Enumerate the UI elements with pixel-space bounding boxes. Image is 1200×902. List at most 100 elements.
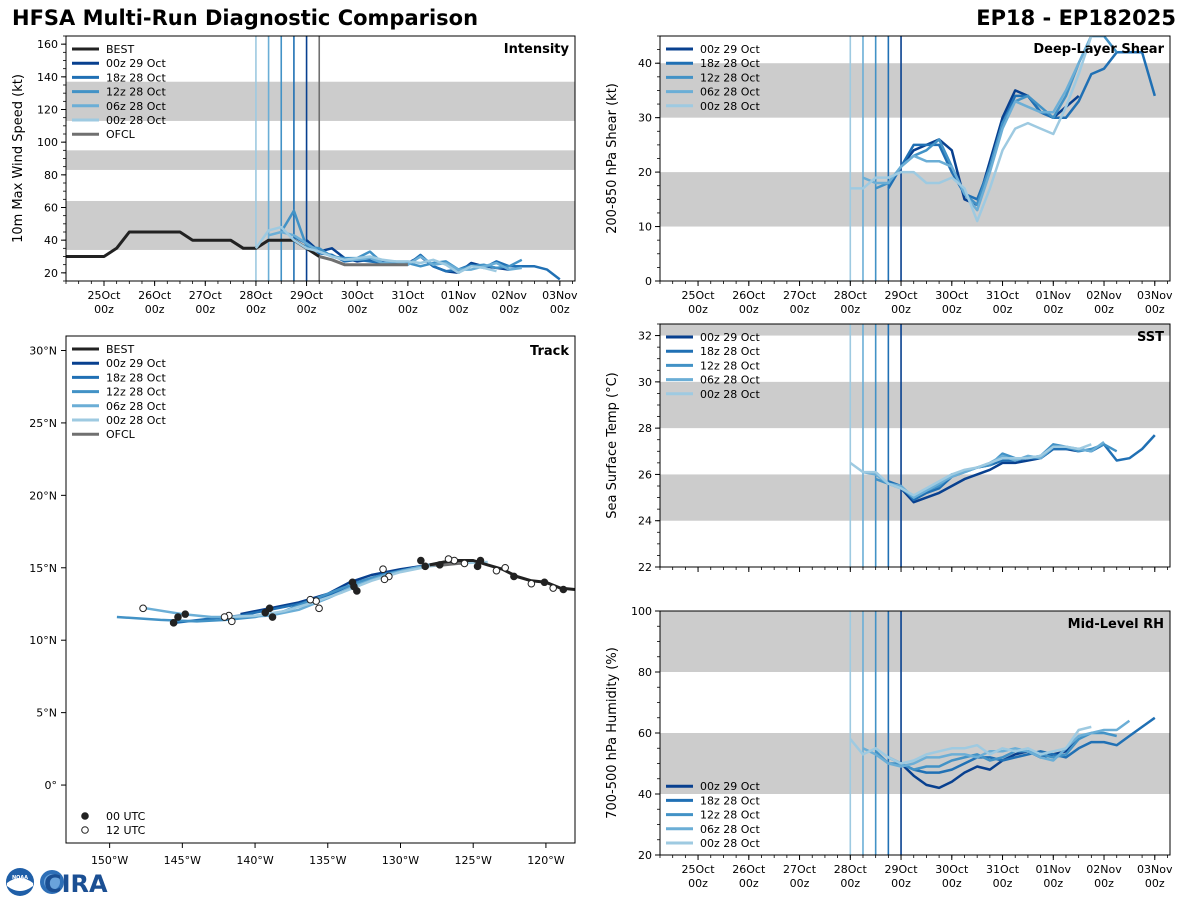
rh-xtick-hour: 00z [840, 877, 860, 890]
sst-plot-area [660, 324, 1170, 567]
track-point-00utc [261, 608, 270, 617]
shear-xtick-day: 26Oct [732, 289, 766, 302]
shear-xtick-day: 01Nov [1036, 289, 1072, 302]
shear-plot-area [660, 36, 1170, 281]
sst-frame [659, 323, 1171, 568]
shear-xtick-hour: 00z [739, 303, 759, 316]
track-marker-legend-label: 00 UTC [106, 810, 146, 823]
rh-title: Mid-Level RH [1068, 617, 1164, 632]
intensity-band-0 [66, 200, 575, 250]
shear-series-06z-28-oct [862, 36, 1104, 212]
track-point-12utc [315, 604, 323, 613]
intensity-series-best [66, 230, 321, 258]
shear-ytick-label: 40 [638, 57, 652, 70]
sst-ytick-label: 28 [638, 422, 652, 435]
cira-logo: NOAA CIRA [4, 864, 116, 898]
rh-ytick-label: 20 [638, 849, 652, 862]
rh-ytick-label: 80 [638, 666, 652, 679]
intensity-xtick-hour: 00z [246, 303, 266, 316]
intensity-legend-label: BEST [106, 43, 134, 56]
track-point-12utc [380, 575, 389, 584]
noaa-logo-text: NOAA [12, 875, 28, 881]
rh-xtick-hour: 00z [790, 877, 810, 890]
track-point-00utc [435, 561, 444, 569]
rh-xtick-day: 02Nov [1086, 863, 1122, 876]
intensity-plot-area [66, 36, 575, 281]
shear-series-00z-28-oct [850, 36, 1093, 223]
figure-title: HFSA Multi-Run Diagnostic Comparison [12, 6, 479, 30]
intensity-xtick-day: 01Nov [441, 289, 477, 302]
track-legend-label: 06z 28 Oct [106, 400, 166, 413]
panel-track: 150°W 145°W 140°W 135°W 130°W 125°W 120°W 0° 5°N… [29, 335, 576, 867]
track-title: Track [530, 344, 569, 359]
track-point-12utc [306, 595, 315, 604]
rh-legend-label: 18z 28 Oct [700, 794, 760, 807]
globe-inner-icon [44, 874, 60, 890]
rh-legend-label: 00z 28 Oct [700, 837, 760, 850]
intensity-xtick-hour: 00z [449, 303, 469, 316]
rh-xtick-hour: 00z [1043, 877, 1063, 890]
shear-xtick-day: 31Oct [986, 289, 1020, 302]
shear-xtick-hour: 00z [1043, 303, 1063, 316]
intensity-ytick-label: 160 [37, 38, 58, 51]
intensity-legend-label: 00z 29 Oct [106, 57, 166, 70]
track-legend-label: 00z 28 Oct [106, 414, 166, 427]
intensity-xtick-day: 28Oct [239, 289, 273, 302]
shear-xtick-hour: 00z [840, 303, 860, 316]
shear-xtick-day: 30Oct [935, 289, 969, 302]
track-marker-legend-symbol [81, 812, 89, 820]
track-point-00utc [268, 613, 277, 621]
track-point-12utc [549, 584, 557, 592]
track-point-00utc [169, 619, 178, 627]
sst-title: SST [1137, 330, 1164, 345]
sst-ytick-label: 32 [638, 330, 652, 343]
intensity-xtick-day: 25Oct [87, 289, 121, 302]
intensity-ylabel: 10m Max Wind Speed (kt) [11, 74, 26, 243]
intensity-legend-label: OFCL [106, 128, 136, 141]
track-legend-label: OFCL [106, 428, 136, 441]
intensity-xtick-day: 03Nov [542, 289, 578, 302]
track-series-00z-29-oct [240, 563, 430, 616]
intensity-band-2 [66, 81, 575, 121]
rh-xtick-hour: 00z [993, 877, 1013, 890]
sst-band-2 [660, 324, 1170, 336]
track-xtick-label: 125°W [455, 854, 492, 867]
track-xtick-label: 145°W [164, 854, 201, 867]
rh-ylabel: 700-500 hPa Humidity (%) [605, 647, 620, 819]
intensity-xtick-hour: 00z [398, 303, 418, 316]
rh-xtick-day: 03Nov [1137, 863, 1173, 876]
intensity-band-1 [66, 150, 575, 170]
shear-xtick-day: 28Oct [834, 289, 868, 302]
track-xtick-label: 130°W [382, 854, 419, 867]
intensity-ytick-label: 60 [44, 202, 58, 215]
track-ytick-label: 5°N [36, 707, 57, 720]
shear-title: Deep-Layer Shear [1033, 42, 1164, 57]
intensity-xtick-hour: 00z [94, 303, 114, 316]
shear-ytick-label: 0 [645, 275, 652, 288]
sst-band-1 [660, 381, 1170, 429]
shear-xtick-day: 27Oct [783, 289, 817, 302]
intensity-legend-label: 18z 28 Oct [106, 71, 166, 84]
shear-ylabel: 200-850 hPa Shear (kt) [605, 83, 620, 234]
track-ytick-label: 30°N [29, 344, 57, 357]
rh-series-00z-28-oct [849, 725, 1092, 765]
track-point-12utc [460, 559, 469, 568]
track-point-00utc [265, 604, 274, 613]
storm-id-title: EP18 - EP182025 [976, 6, 1176, 30]
intensity-ytick-label: 120 [37, 104, 58, 117]
track-point-00utc [421, 562, 430, 571]
rh-series-18z-28-oct [887, 716, 1156, 774]
rh-xtick-day: 30Oct [935, 863, 969, 876]
rh-legend-label: 06z 28 Oct [700, 823, 760, 836]
track-point-12utc [527, 579, 536, 588]
track-point-00utc [476, 556, 485, 565]
shear-xtick-hour: 00z [1145, 303, 1165, 316]
sst-ylabel: Sea Surface Temp (°C) [605, 372, 620, 519]
track-legend-label: 18z 28 Oct [106, 371, 166, 384]
track-point-12utc [444, 555, 453, 563]
intensity-xtick-day: 29Oct [290, 289, 324, 302]
track-point-12utc [379, 565, 387, 574]
intensity-xtick-hour: 00z [499, 303, 519, 316]
intensity-xtick-hour: 00z [347, 303, 367, 316]
cira-logo-text: CIRA [44, 870, 108, 898]
